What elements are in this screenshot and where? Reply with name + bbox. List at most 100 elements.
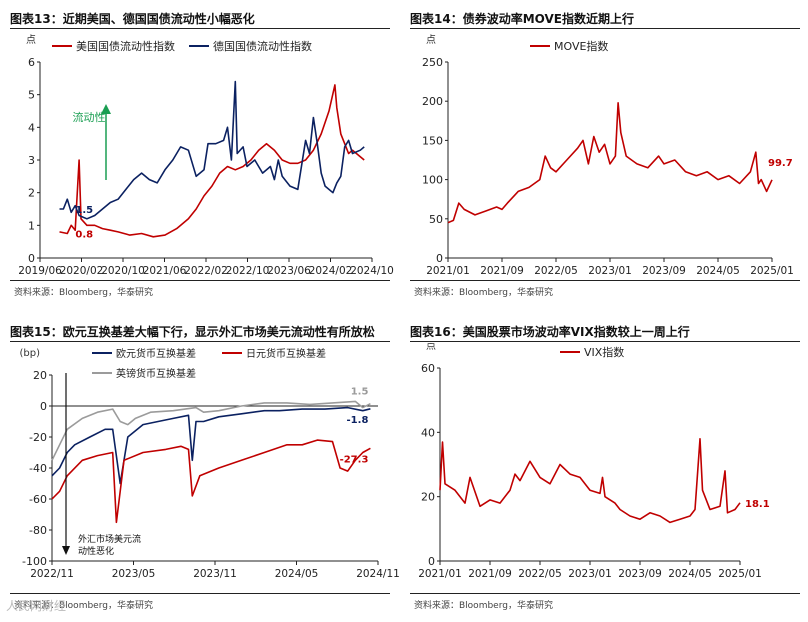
c14-ytick-label: 0: [436, 252, 443, 265]
watermark: 人民网财经: [6, 599, 67, 613]
c14-xtick-label: 2023/09: [642, 265, 686, 277]
c15-legend-label-2: 英镑货币互换基差: [116, 367, 196, 380]
c13-liquidity-annotation: 流动性: [73, 110, 106, 124]
chart16-title-rule: [410, 341, 800, 342]
c14-xtick-label: 2022/05: [534, 265, 578, 277]
chart13-title: 图表13：近期美国、德国国债流动性小幅恶化: [10, 12, 255, 26]
c13-xtick-label: 2023/06: [267, 265, 311, 277]
chart16-source: 资料来源：Bloomberg，华泰研究: [414, 601, 553, 611]
c16-legend-label-0: VIX指数: [584, 345, 624, 359]
c15-xtick-label: 2023/05: [112, 568, 156, 580]
c14-series-line-0: [447, 102, 773, 224]
c16-ytick-label: 60: [421, 362, 435, 375]
chart15-source-rule: [10, 593, 390, 594]
c15-ytick-label: 0: [40, 400, 47, 413]
c14-ytick-label: 200: [422, 95, 443, 108]
c13-ytick-label: 5: [28, 89, 35, 102]
c13-xtick-label: 2022/02: [184, 265, 228, 277]
c13-ytick-label: 4: [28, 121, 35, 134]
c15-ytick-label: -80: [29, 524, 47, 537]
c13-legend-label-1: 德国国债流动性指数: [213, 39, 312, 53]
chart13-source: 资料来源：Bloomberg，华泰研究: [14, 288, 153, 298]
c13-xtick-label: 2022/10: [226, 265, 270, 277]
c16-xtick-label: 2024/05: [668, 568, 712, 580]
c13-value-label-0: 1.5: [75, 205, 93, 216]
c16-xtick-label: 2023/01: [568, 568, 612, 580]
c13-ytick-label: 1: [28, 219, 35, 232]
chart15-title: 图表15：欧元互换基差大幅下行，显示外汇市场美元流动性有所放松: [10, 325, 375, 339]
c16-xtick-label: 2021/09: [468, 568, 512, 580]
c13-series-line-0: [59, 84, 365, 238]
c15-ytick-label: 20: [33, 369, 47, 382]
c14-xtick-label: 2021/09: [480, 265, 524, 277]
chart13-title-rule: [10, 28, 390, 29]
c13-value-label-1: 0.8: [75, 230, 93, 241]
c15-value-label-2: -27.3: [340, 454, 369, 465]
c15-ytick-label: -60: [29, 493, 47, 506]
c16-series-line-0: [439, 438, 741, 524]
c13-xtick-label: 2019/06: [18, 265, 62, 277]
c13-y-unit: 点: [26, 34, 36, 46]
c14-ytick-label: 100: [422, 174, 443, 187]
c13-xtick-label: 2024/02: [309, 265, 353, 277]
c13-xtick-label: 2020/10: [101, 265, 145, 277]
chart16-svg: 0 20 40 60 点 2021/01 2021/09 2022/05 2023/01 2023…: [418, 343, 770, 580]
chart15-source: 资料来源：Bloomberg，华泰研究: [14, 601, 153, 611]
c13-ytick-label: 3: [28, 154, 35, 167]
chart14-title-rule: [410, 28, 800, 29]
c16-ytick-label: 40: [421, 426, 435, 439]
c13-ytick-label: 6: [28, 56, 35, 69]
c15-ytick-label: -40: [29, 462, 47, 475]
c15-arrow-head: [62, 546, 70, 555]
c14-y-unit: 点: [426, 34, 436, 46]
c15-series-line-2: [51, 400, 371, 461]
c14-xtick-label: 2021/01: [426, 265, 470, 277]
c14-ytick-label: 250: [422, 56, 443, 69]
c15-value-label-1: -1.8: [347, 415, 369, 426]
c13-xtick-label: 2020/02: [60, 265, 104, 277]
c13-legend-label-0: 美国国债流动性指数: [76, 39, 175, 53]
chart14-title: 图表14：债券波动率MOVE指数近期上行: [410, 12, 635, 26]
c16-xtick-label: 2022/05: [518, 568, 562, 580]
c15-ytick-label: -20: [29, 431, 47, 444]
c15-xtick-label: 2022/11: [30, 568, 74, 580]
c15-series-line-1: [51, 439, 371, 524]
c15-series-line-0: [51, 406, 371, 485]
c13-xtick-label: 2021/06: [143, 265, 187, 277]
c16-ytick-label: 20: [421, 491, 435, 504]
c15-arrow-annotation: 外汇市场美元流动性恶化: [78, 533, 141, 557]
c15-arrow-annotation-line1: 外汇市场美元流: [78, 533, 141, 545]
c13-ytick-label: 0: [28, 252, 35, 265]
c16-y-unit: 点: [426, 343, 436, 352]
c16-xtick-label: 2025/01: [718, 568, 762, 580]
c13-ytick-label: 2: [28, 187, 35, 200]
c14-xtick-label: 2024/05: [696, 265, 740, 277]
c15-xtick-label: 2024/05: [275, 568, 319, 580]
c15-arrow-annotation-line2: 动性恶化: [78, 545, 114, 557]
chart15-svg: -100 -80 -60 -40 -20 0 20 (bp) 2022/11 2023/05 202…: [20, 347, 400, 580]
c13-xtick-label: 2024/10: [350, 265, 394, 277]
c16-xtick-label: 2023/09: [618, 568, 662, 580]
c13-liquidity-arrow-head: [101, 104, 111, 114]
chart15-title-rule: [10, 341, 390, 342]
c16-xtick-label: 2021/01: [418, 568, 462, 580]
c14-value-label-0: 99.7: [768, 158, 793, 169]
chart14-source: 资料来源：Bloomberg，华泰研究: [414, 288, 553, 298]
chart13-svg: 0123456点2019/062020/022020/102021/062022…: [18, 34, 394, 277]
c15-xtick-label: 2023/11: [193, 568, 237, 580]
c14-ytick-label: 50: [429, 213, 443, 226]
c16-value-label-0: 18.1: [745, 499, 770, 510]
c15-legend-label-1: 日元货币互换基差: [246, 347, 326, 360]
chart13-source-rule: [10, 280, 390, 281]
chart16-title: 图表16：美国股票市场波动率VIX指数较上一周上行: [410, 325, 690, 339]
c14-xtick-label: 2023/01: [588, 265, 632, 277]
c15-y-unit: (bp): [20, 348, 41, 359]
c15-xtick-label: 2024/11: [356, 568, 400, 580]
chart14-svg: 0 50 100 150 200 250 点 2021/01 2021/09 2022/05 202…: [422, 34, 794, 277]
c14-legend-label-0: MOVE指数: [554, 39, 608, 53]
c15-ytick-label: -100: [22, 555, 47, 568]
c14-ytick-label: 150: [422, 134, 443, 147]
chart16-source-rule: [410, 593, 800, 594]
c14-xtick-label: 2025/01: [750, 265, 794, 277]
c13-series-line-1: [59, 80, 365, 220]
